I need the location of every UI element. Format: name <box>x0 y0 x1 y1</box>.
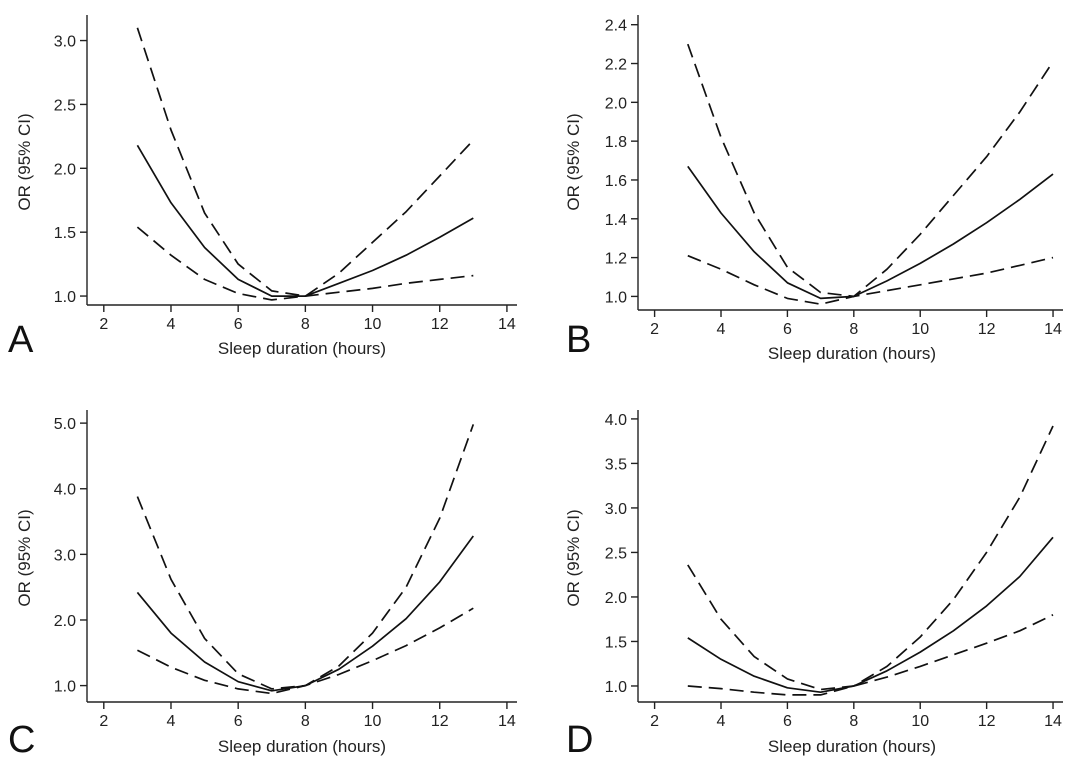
panel-c-x-tick-label: 8 <box>301 713 310 730</box>
panel-c-x-tick-label: 12 <box>431 713 449 730</box>
panel-c-y-tick-label: 5.0 <box>54 416 76 433</box>
panel-d-x-tick-label: 10 <box>911 713 929 730</box>
panel-a-upper-ci-line <box>136 27 474 297</box>
panel-b-y-axis-title: OR (95% CI) <box>564 113 583 210</box>
panel-c-y-tick-label: 1.0 <box>54 679 76 696</box>
panel-b-letter: B <box>566 319 591 361</box>
panel-d-x-tick-label: 14 <box>1044 713 1062 730</box>
panel-d-marks: 2 4 6 8 10 12 14 1.0 1.5 2.0 2.5 3.0 3.5 4.0 <box>605 410 1063 730</box>
panel-a-y-tick-label: 1.5 <box>54 225 76 242</box>
panel-d-y-tick-label: 2.0 <box>605 590 627 607</box>
panel-b-y-tick-label: 2.0 <box>605 95 627 112</box>
panel-b-lower-ci-line <box>687 254 1054 306</box>
panel-c-x-tick-label: 6 <box>234 713 243 730</box>
panel-b-y-tick-label: 1.2 <box>605 251 627 268</box>
panel-b-or-estimate-line <box>687 165 1054 300</box>
panel-b-y-tick-label: 2.2 <box>605 57 627 74</box>
panel-a-x-tick-label: 6 <box>234 316 243 333</box>
panel-c-x-axis-title: Sleep duration (hours) <box>218 737 386 756</box>
panel-b: 2 4 6 8 10 12 14 1.0 1.2 1.4 1.6 1.8 2.0 2.2 2.4 B Sle… <box>564 15 1063 363</box>
panel-a-x-tick-label: 4 <box>167 316 176 333</box>
panel-c-letter: C <box>8 719 35 758</box>
panel-a-x-tick-label: 14 <box>498 316 516 333</box>
panel-a-y-tick-label: 1.0 <box>54 289 76 306</box>
panel-c-x-tick-label: 14 <box>498 713 516 730</box>
panel-c-x-tick-label: 2 <box>99 713 108 730</box>
panel-b-x-axis-title: Sleep duration (hours) <box>768 344 936 363</box>
panel-c-y-tick-label: 3.0 <box>54 547 76 564</box>
panel-d-y-tick-label: 2.5 <box>605 545 627 562</box>
panel-d-y-tick-label: 3.5 <box>605 456 627 473</box>
panel-c-y-tick-label: 2.0 <box>54 613 76 630</box>
panel-d-upper-ci-line <box>687 425 1054 691</box>
panel-c-lower-ci-line <box>137 607 474 695</box>
panel-b-x-tick-label: 12 <box>978 321 996 338</box>
panel-d-y-tick-label: 1.5 <box>605 634 627 651</box>
panel-b-x-tick-label: 2 <box>650 321 659 338</box>
panel-a-y-tick-label: 2.5 <box>54 97 76 114</box>
panel-c-marks: 2 4 6 8 10 12 14 1.0 2.0 3.0 4.0 5.0 <box>54 410 517 730</box>
panel-c-y-axis-title: OR (95% CI) <box>15 509 34 606</box>
panel-b-x-tick-label: 8 <box>849 321 858 338</box>
panel-a-x-tick-label: 2 <box>99 316 108 333</box>
panel-b-y-tick-label: 2.4 <box>605 18 627 35</box>
panel-a-y-tick-label: 3.0 <box>54 34 76 51</box>
panel-c: 2 4 6 8 10 12 14 1.0 2.0 3.0 4.0 5.0 C Sleep durati… <box>8 410 517 758</box>
panel-d-y-tick-label: 4.0 <box>605 412 627 429</box>
panel-a-or-estimate-line <box>136 144 474 297</box>
panel-d-y-axis-title: OR (95% CI) <box>564 509 583 606</box>
panel-a: 2 4 6 8 10 12 14 1.0 1.5 2.0 2.5 3.0 A Sleep durati… <box>8 15 517 361</box>
panel-d-letter: D <box>566 719 593 758</box>
panel-c-upper-ci-line <box>136 424 475 690</box>
panel-b-y-tick-label: 1.8 <box>605 134 627 151</box>
panel-a-marks: 2 4 6 8 10 12 14 1.0 1.5 2.0 2.5 3.0 <box>54 15 517 333</box>
panel-a-x-tick-label: 10 <box>364 316 382 333</box>
panel-d-x-tick-label: 4 <box>717 713 726 730</box>
panel-a-y-tick-label: 2.0 <box>54 161 76 178</box>
panel-b-upper-ci-line <box>686 43 1054 298</box>
panel-d-y-tick-label: 3.0 <box>605 501 627 518</box>
panel-d-x-tick-label: 6 <box>783 713 792 730</box>
panel-b-y-tick-label: 1.0 <box>605 289 627 306</box>
panel-d-x-tick-label: 12 <box>978 713 996 730</box>
panel-d-x-tick-label: 2 <box>650 713 659 730</box>
panel-a-y-axis-title: OR (95% CI) <box>15 113 34 210</box>
panel-a-lower-ci-line <box>136 226 474 301</box>
panel-a-letter: A <box>8 319 34 361</box>
panel-a-x-tick-label: 8 <box>301 316 310 333</box>
panel-c-or-estimate-line <box>136 535 474 692</box>
panel-d-or-estimate-line <box>687 536 1054 694</box>
panel-d-y-tick-label: 1.0 <box>605 679 627 696</box>
panel-d-lower-ci-line <box>687 614 1054 696</box>
panel-b-marks: 2 4 6 8 10 12 14 1.0 1.2 1.4 1.6 1.8 2.0 2.2 2.4 <box>605 15 1063 338</box>
panel-b-x-tick-label: 4 <box>717 321 726 338</box>
panel-a-x-axis-title: Sleep duration (hours) <box>218 339 386 358</box>
panel-d-x-axis-title: Sleep duration (hours) <box>768 737 936 756</box>
panel-a-x-tick-label: 12 <box>431 316 449 333</box>
panel-b-x-tick-label: 14 <box>1044 321 1062 338</box>
panel-b-y-tick-label: 1.4 <box>605 212 627 229</box>
panel-d: 2 4 6 8 10 12 14 1.0 1.5 2.0 2.5 3.0 3.5 4.0 D Sleep … <box>564 410 1063 758</box>
panel-c-x-tick-label: 10 <box>364 713 382 730</box>
panel-c-y-tick-label: 4.0 <box>54 482 76 499</box>
panel-b-x-tick-label: 10 <box>911 321 929 338</box>
panel-b-x-tick-label: 6 <box>783 321 792 338</box>
panel-b-y-tick-label: 1.6 <box>605 173 627 190</box>
panel-c-x-tick-label: 4 <box>167 713 176 730</box>
panel-d-x-tick-label: 8 <box>849 713 858 730</box>
